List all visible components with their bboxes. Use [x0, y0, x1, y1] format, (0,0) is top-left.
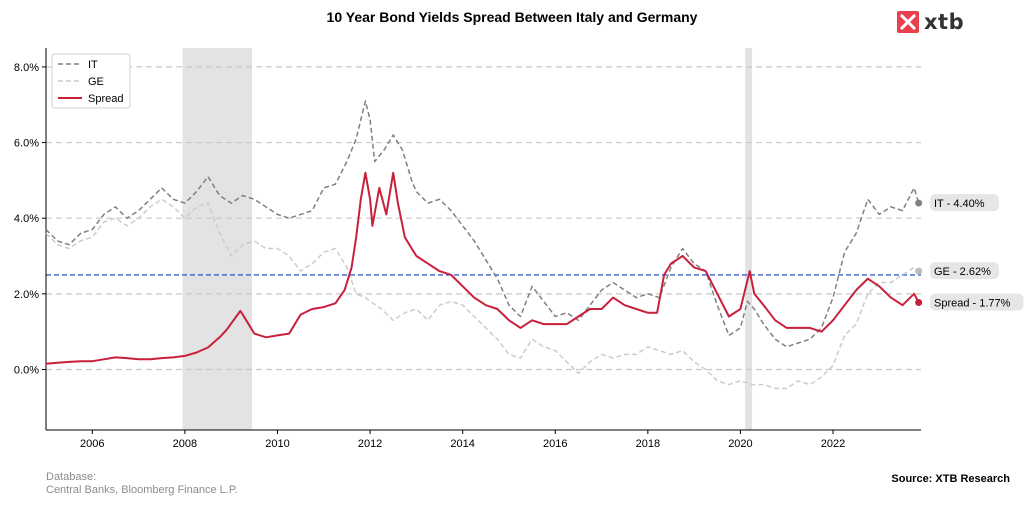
x-tick-label: 2006: [80, 438, 104, 450]
end-point-spread: [915, 299, 923, 307]
y-tick-label: 4.0%: [14, 213, 39, 225]
end-label-ge: GE - 2.62%: [934, 266, 991, 278]
y-tick-label: 2.0%: [14, 289, 39, 301]
shaded-period-1: [745, 48, 753, 430]
gridlines: [46, 66, 921, 371]
y-tick-label: 8.0%: [14, 62, 39, 74]
series-line-ge: [45, 198, 920, 390]
y-tick-label: 6.0%: [14, 138, 39, 150]
x-tick-label: 2018: [636, 438, 660, 450]
series-lines: [45, 100, 920, 390]
end-label-spread: Spread - 1.77%: [934, 298, 1011, 310]
series-line-it: [45, 100, 920, 348]
x-tick-label: 2008: [173, 438, 197, 450]
end-labels: IT - 4.40% GE - 2.62% Spread - 1.77%: [915, 194, 1024, 311]
x-tick-label: 2014: [450, 438, 474, 450]
legend: IT GE Spread: [51, 53, 131, 109]
series-line-spread: [45, 171, 920, 365]
brand-name: xtb: [924, 10, 965, 34]
shaded-periods: [182, 48, 753, 430]
x-tick-label: 2016: [543, 438, 567, 450]
shaded-period-0: [182, 48, 253, 430]
end-label-box-spread: [930, 293, 1024, 311]
end-label-box-ge: [930, 262, 999, 280]
x-logo-icon: [897, 11, 919, 33]
source-credit: Source: XTB Research: [891, 473, 1010, 485]
chart-title: 10 Year Bond Yields Spread Between Italy…: [326, 9, 698, 25]
x-tick-label: 2020: [728, 438, 752, 450]
y-tick-label: 0.0%: [14, 364, 39, 376]
legend-box: [51, 53, 131, 109]
x-tick-label: 2022: [821, 438, 845, 450]
brand-logo: xtb: [897, 10, 964, 34]
legend-label-spread: Spread: [88, 93, 123, 105]
axes: [45, 48, 921, 431]
end-point-it: [915, 199, 923, 207]
tick-labels: 0.0% 2.0% 4.0% 6.0% 8.0% 2006 2008 2010 2012 2014…: [14, 62, 845, 450]
x-tick-label: 2012: [358, 438, 382, 450]
legend-label-it: IT: [88, 59, 98, 71]
end-label-it: IT - 4.40%: [934, 198, 985, 210]
end-label-box-it: [930, 194, 999, 212]
data-source-note: Database: Central Banks, Bloomberg Finan…: [46, 471, 238, 497]
database-label: Database:: [46, 471, 97, 483]
x-tick-label: 2010: [265, 438, 289, 450]
legend-label-ge: GE: [88, 76, 104, 88]
end-point-ge: [915, 267, 923, 275]
database-value: Central Banks, Bloomberg Finance L.P.: [46, 484, 238, 496]
